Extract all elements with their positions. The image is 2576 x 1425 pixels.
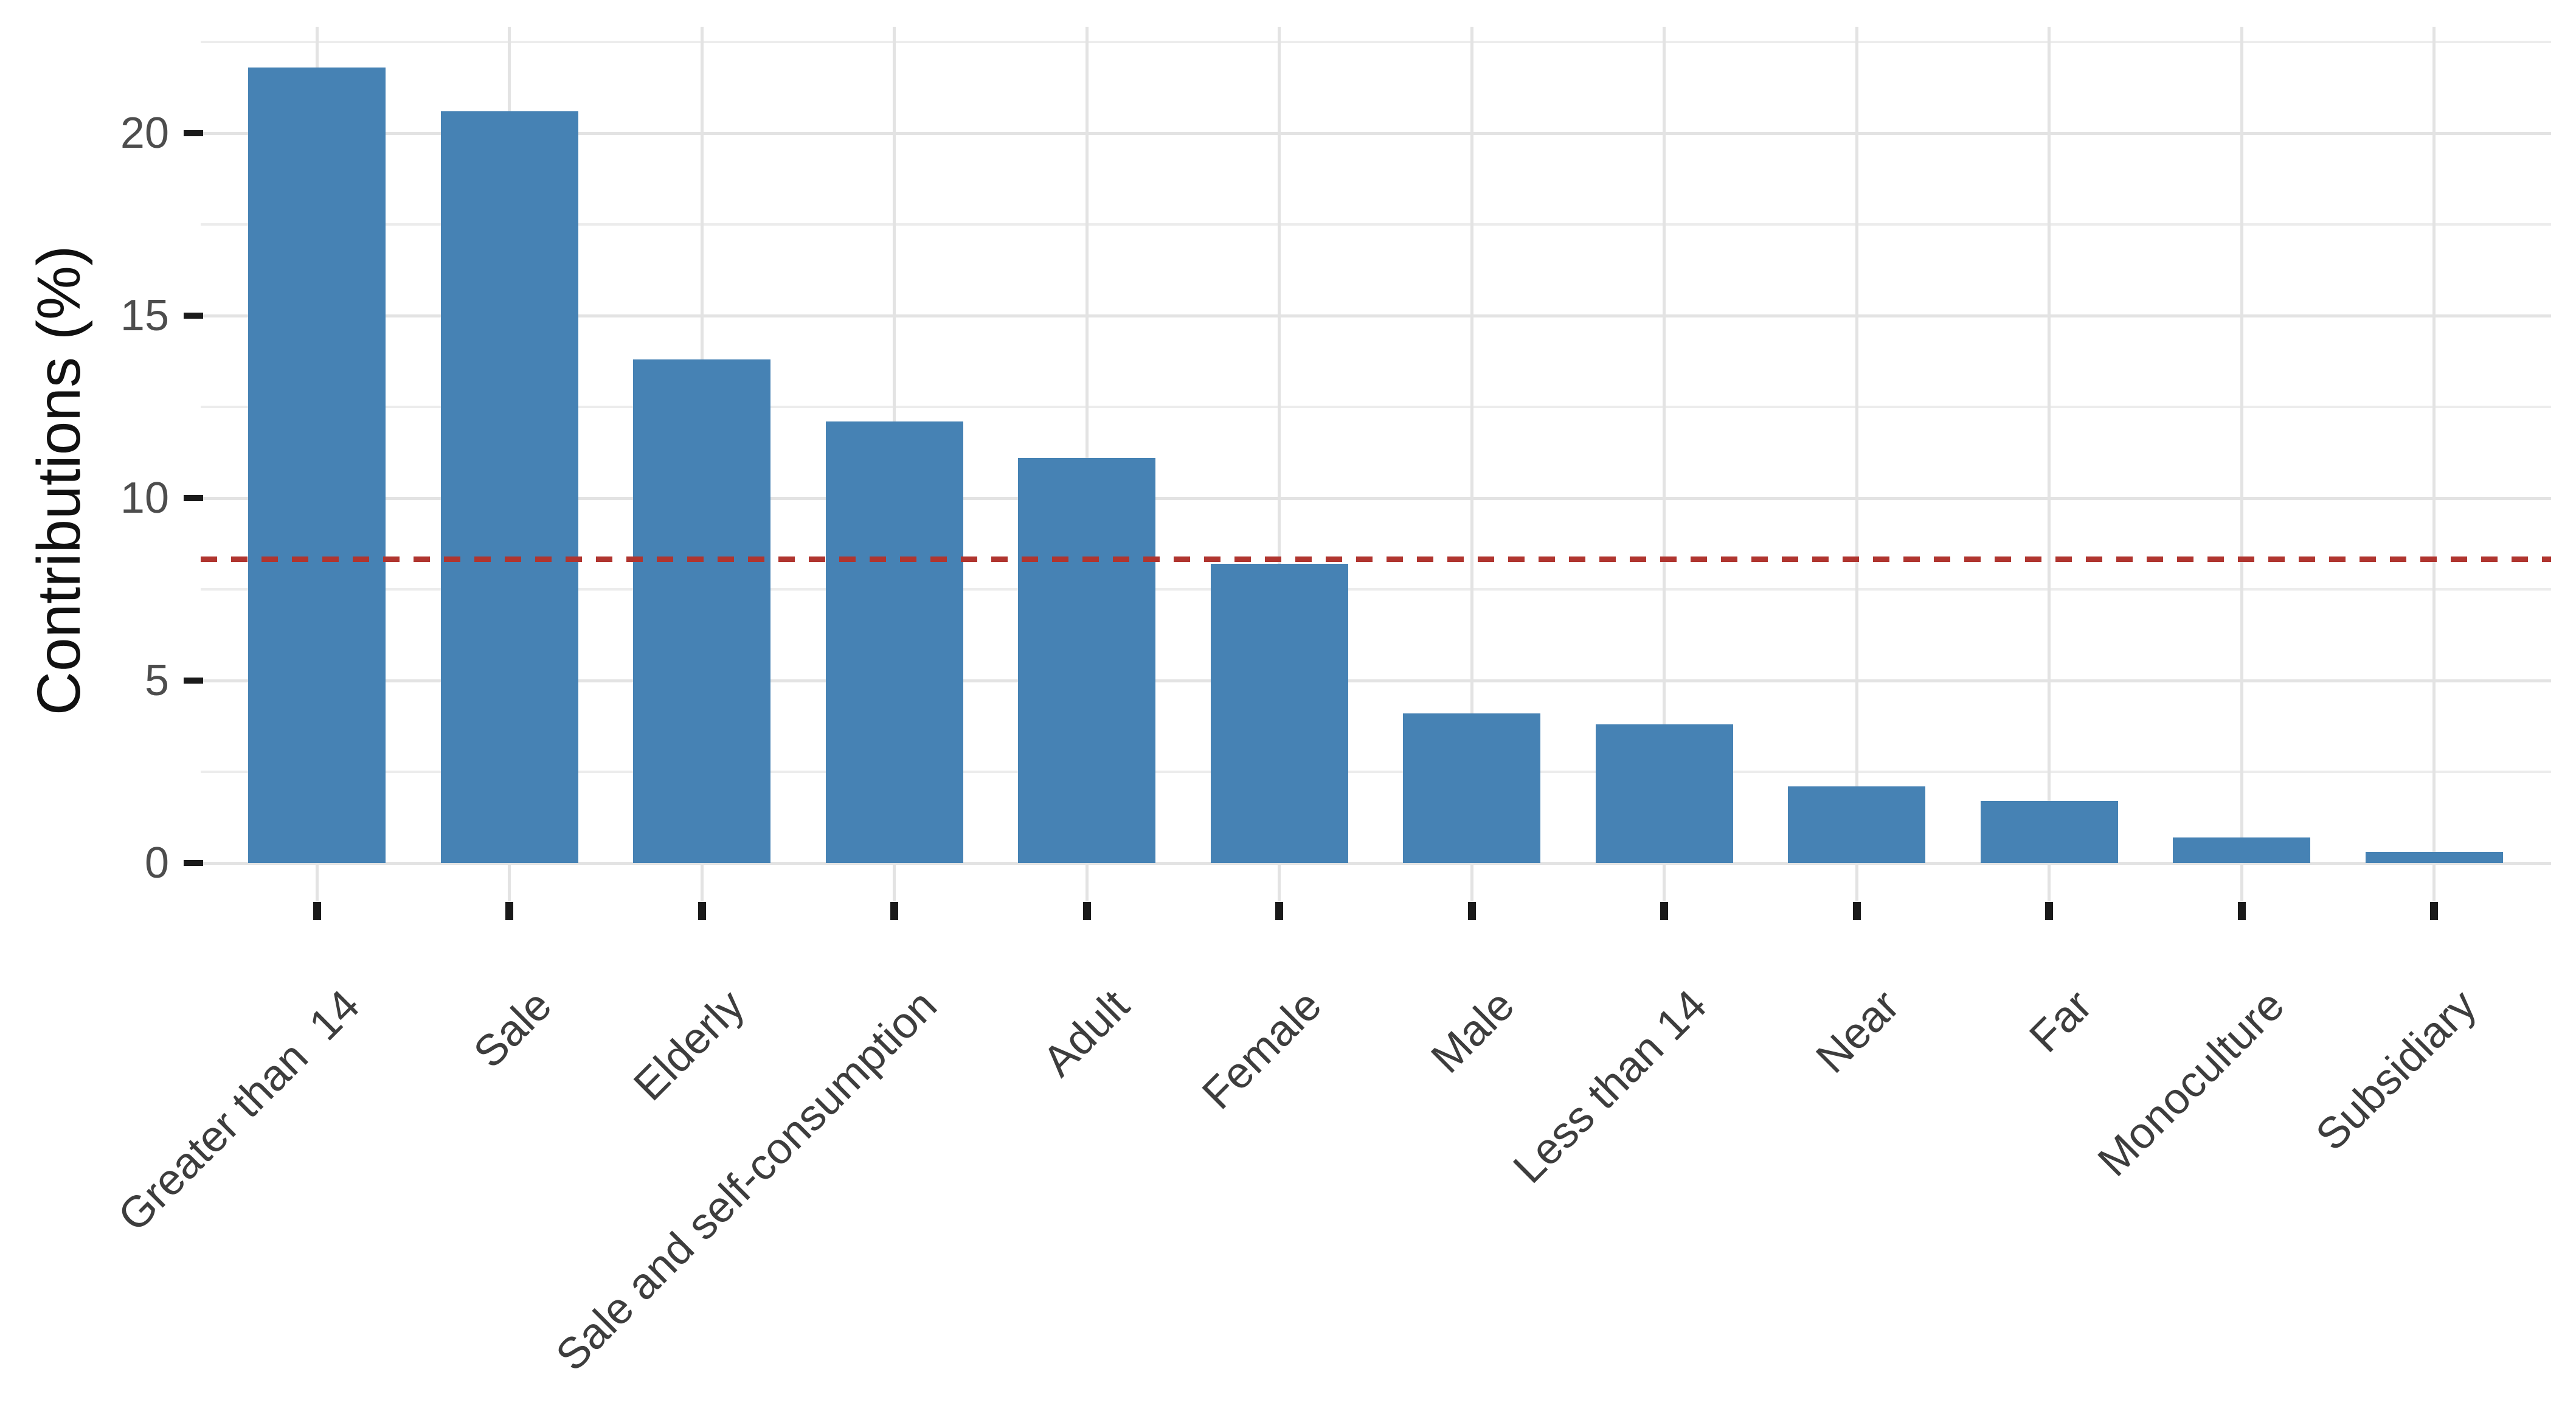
x-tick-label: Adult xyxy=(1033,980,1139,1086)
x-axis-tick xyxy=(313,902,321,920)
y-axis-tick xyxy=(184,860,203,866)
x-axis-tick xyxy=(1082,902,1091,920)
bar xyxy=(825,421,963,863)
gridline-y-major xyxy=(201,861,2551,865)
gridline-y-major xyxy=(201,314,2551,317)
x-tick-label: Elderly xyxy=(625,980,754,1110)
gridline-x-major xyxy=(1278,27,1281,901)
x-tick-label: Male xyxy=(1422,980,1524,1083)
bar xyxy=(1788,786,1925,863)
bar xyxy=(440,111,578,863)
gridline-x-major xyxy=(2240,27,2243,901)
gridline-y-minor xyxy=(201,223,2551,226)
bar xyxy=(1403,713,1540,863)
x-tick-label: Near xyxy=(1807,980,1909,1083)
x-axis-tick xyxy=(505,902,513,920)
gridline-x-major xyxy=(2432,27,2436,901)
x-axis-tick xyxy=(1852,902,1861,920)
y-axis-tick xyxy=(184,495,203,501)
x-tick-label: Monoculture xyxy=(2088,980,2294,1186)
x-axis-tick xyxy=(2237,902,2246,920)
x-tick-label: Far xyxy=(2020,980,2101,1062)
gridline-x-major xyxy=(1855,27,1858,901)
y-tick-label: 10 xyxy=(120,474,169,522)
y-axis-tick xyxy=(184,130,203,136)
bar xyxy=(1595,724,1733,863)
x-axis-tick xyxy=(2045,902,2053,920)
y-tick-label: 15 xyxy=(120,291,169,340)
gridline-y-minor xyxy=(201,588,2551,591)
gridline-y-minor xyxy=(201,41,2551,43)
y-tick-label: 0 xyxy=(144,839,169,887)
y-axis-tick xyxy=(184,313,203,319)
x-tick-label: Greater than 14 xyxy=(108,980,369,1241)
gridline-y-major xyxy=(201,131,2551,135)
bar xyxy=(633,359,770,863)
x-axis-tick xyxy=(1275,902,1283,920)
x-tick-label: Sale xyxy=(465,980,561,1078)
y-axis-title: Contributions (%) xyxy=(25,245,93,716)
x-tick-label: Female xyxy=(1193,980,1331,1119)
gridline-y-major xyxy=(201,679,2551,682)
gridline-y-minor xyxy=(201,771,2551,773)
bar xyxy=(2173,837,2310,863)
reference-dashed-line xyxy=(201,556,2551,562)
bar xyxy=(1210,564,1348,863)
gridline-y-minor xyxy=(201,406,2551,408)
y-axis-tick xyxy=(184,678,203,684)
bar xyxy=(1018,458,1155,863)
x-axis-tick xyxy=(1467,902,1476,920)
bar xyxy=(2365,852,2503,863)
bar xyxy=(1980,801,2118,863)
x-axis-tick xyxy=(1660,902,1668,920)
gridline-x-major xyxy=(1470,27,1473,901)
x-tick-label: Subsidiary xyxy=(2307,980,2486,1160)
x-tick-label: Sale and self-consumption xyxy=(547,980,946,1381)
y-tick-label: 20 xyxy=(120,109,169,158)
bar xyxy=(248,68,386,863)
x-axis-tick xyxy=(890,902,898,920)
y-tick-label: 5 xyxy=(144,656,169,705)
x-tick-label: Less than 14 xyxy=(1504,980,1716,1193)
gridline-x-major xyxy=(2048,27,2051,901)
x-axis-tick xyxy=(698,902,706,920)
x-axis-tick xyxy=(2430,902,2438,920)
gridline-x-major xyxy=(1663,27,1666,901)
gridline-y-major xyxy=(201,496,2551,500)
